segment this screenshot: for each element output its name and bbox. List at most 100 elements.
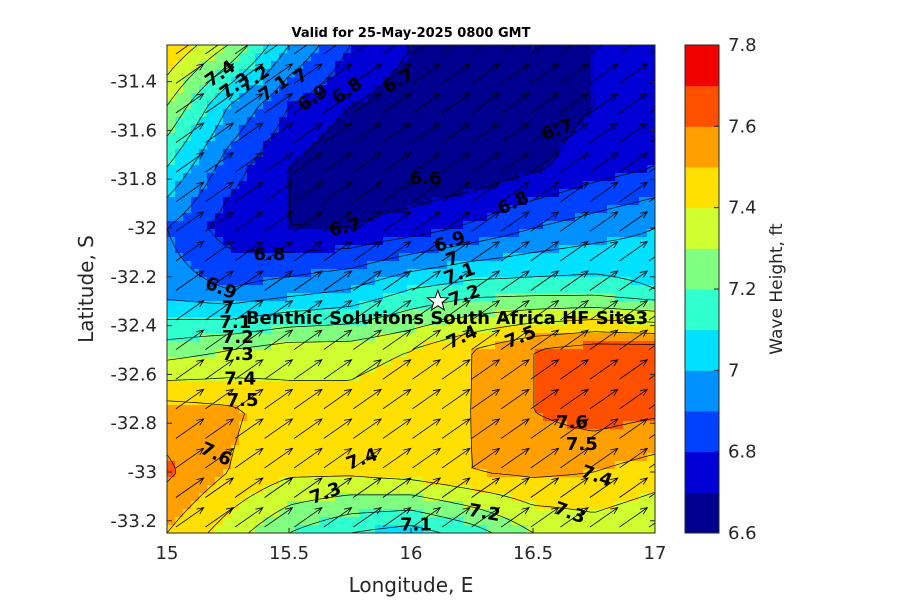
field-cell bbox=[255, 93, 264, 102]
field-cell bbox=[231, 45, 240, 54]
field-cell bbox=[607, 213, 616, 222]
field-cell bbox=[511, 381, 520, 390]
field-cell bbox=[319, 429, 328, 438]
field-cell bbox=[575, 85, 584, 94]
field-cell bbox=[263, 141, 272, 150]
field-cell bbox=[495, 429, 504, 438]
field-cell bbox=[271, 501, 280, 510]
field-cell bbox=[535, 277, 544, 286]
field-cell bbox=[607, 133, 616, 142]
field-cell bbox=[599, 373, 608, 382]
field-cell bbox=[511, 437, 520, 446]
field-cell bbox=[327, 125, 336, 134]
field-cell bbox=[199, 309, 208, 318]
field-cell bbox=[535, 333, 544, 342]
field-cell bbox=[399, 101, 408, 110]
field-cell bbox=[183, 301, 192, 310]
field-cell bbox=[183, 197, 192, 206]
field-cell bbox=[191, 453, 200, 462]
field-cell bbox=[503, 453, 512, 462]
field-cell bbox=[599, 229, 608, 238]
field-cell bbox=[399, 277, 408, 286]
field-cell bbox=[391, 285, 400, 294]
field-cell bbox=[231, 365, 240, 374]
field-cell bbox=[207, 501, 216, 510]
field-cell bbox=[575, 373, 584, 382]
field-cell bbox=[551, 277, 560, 286]
field-cell bbox=[391, 53, 400, 62]
field-cell bbox=[575, 197, 584, 206]
field-cell bbox=[343, 405, 352, 414]
field-cell bbox=[399, 149, 408, 158]
field-cell bbox=[303, 429, 312, 438]
field-cell bbox=[207, 85, 216, 94]
field-cell bbox=[551, 229, 560, 238]
field-cell bbox=[375, 517, 384, 526]
direction-arrow bbox=[264, 45, 279, 55]
field-cell bbox=[471, 261, 480, 270]
field-cell bbox=[423, 349, 432, 358]
field-cell bbox=[279, 477, 288, 486]
field-cell bbox=[183, 453, 192, 462]
field-cell bbox=[559, 493, 568, 502]
field-cell bbox=[343, 437, 352, 446]
field-cell bbox=[207, 301, 216, 310]
field-cell bbox=[471, 509, 480, 518]
field-cell bbox=[271, 53, 280, 62]
field-cell bbox=[447, 389, 456, 398]
field-cell bbox=[511, 421, 520, 430]
field-cell bbox=[303, 141, 312, 150]
field-cell bbox=[191, 101, 200, 110]
field-cell bbox=[519, 309, 528, 318]
field-cell bbox=[479, 229, 488, 238]
field-cell bbox=[591, 141, 600, 150]
field-cell bbox=[367, 101, 376, 110]
field-cell bbox=[599, 213, 608, 222]
field-cell bbox=[623, 85, 632, 94]
field-cell bbox=[399, 469, 408, 478]
field-cell bbox=[327, 317, 336, 326]
field-cell bbox=[319, 397, 328, 406]
field-cell bbox=[287, 333, 296, 342]
field-cell bbox=[527, 45, 536, 54]
field-cell bbox=[175, 469, 184, 478]
colorbar-band bbox=[685, 411, 719, 453]
field-cell bbox=[567, 421, 576, 430]
direction-arrow bbox=[560, 329, 590, 350]
field-cell bbox=[239, 461, 248, 470]
field-cell bbox=[583, 165, 592, 174]
field-cell bbox=[631, 469, 640, 478]
field-cell bbox=[623, 141, 632, 150]
field-cell bbox=[199, 493, 208, 502]
direction-arrow bbox=[619, 63, 649, 84]
field-cell bbox=[207, 485, 216, 494]
field-cell bbox=[383, 373, 392, 382]
field-cell bbox=[479, 173, 488, 182]
field-cell bbox=[199, 45, 208, 54]
field-cell bbox=[519, 469, 528, 478]
field-cell bbox=[575, 141, 584, 150]
field-cell bbox=[527, 237, 536, 246]
field-cell bbox=[271, 365, 280, 374]
field-cell bbox=[247, 101, 256, 110]
field-cell bbox=[335, 381, 344, 390]
field-cell bbox=[343, 269, 352, 278]
field-cell bbox=[535, 501, 544, 510]
field-cell bbox=[247, 45, 256, 54]
field-cell bbox=[223, 109, 232, 118]
field-cell bbox=[231, 373, 240, 382]
field-cell bbox=[471, 445, 480, 454]
field-cell bbox=[631, 389, 640, 398]
field-cell bbox=[351, 317, 360, 326]
field-cell bbox=[183, 213, 192, 222]
field-cell bbox=[303, 405, 312, 414]
field-cell bbox=[279, 373, 288, 382]
field-cell bbox=[495, 245, 504, 254]
field-cell bbox=[183, 125, 192, 134]
field-cell bbox=[303, 477, 312, 486]
field-cell bbox=[543, 517, 552, 526]
field-cell bbox=[495, 181, 504, 190]
field-cell bbox=[327, 253, 336, 262]
field-cell bbox=[303, 261, 312, 270]
field-cell bbox=[383, 93, 392, 102]
